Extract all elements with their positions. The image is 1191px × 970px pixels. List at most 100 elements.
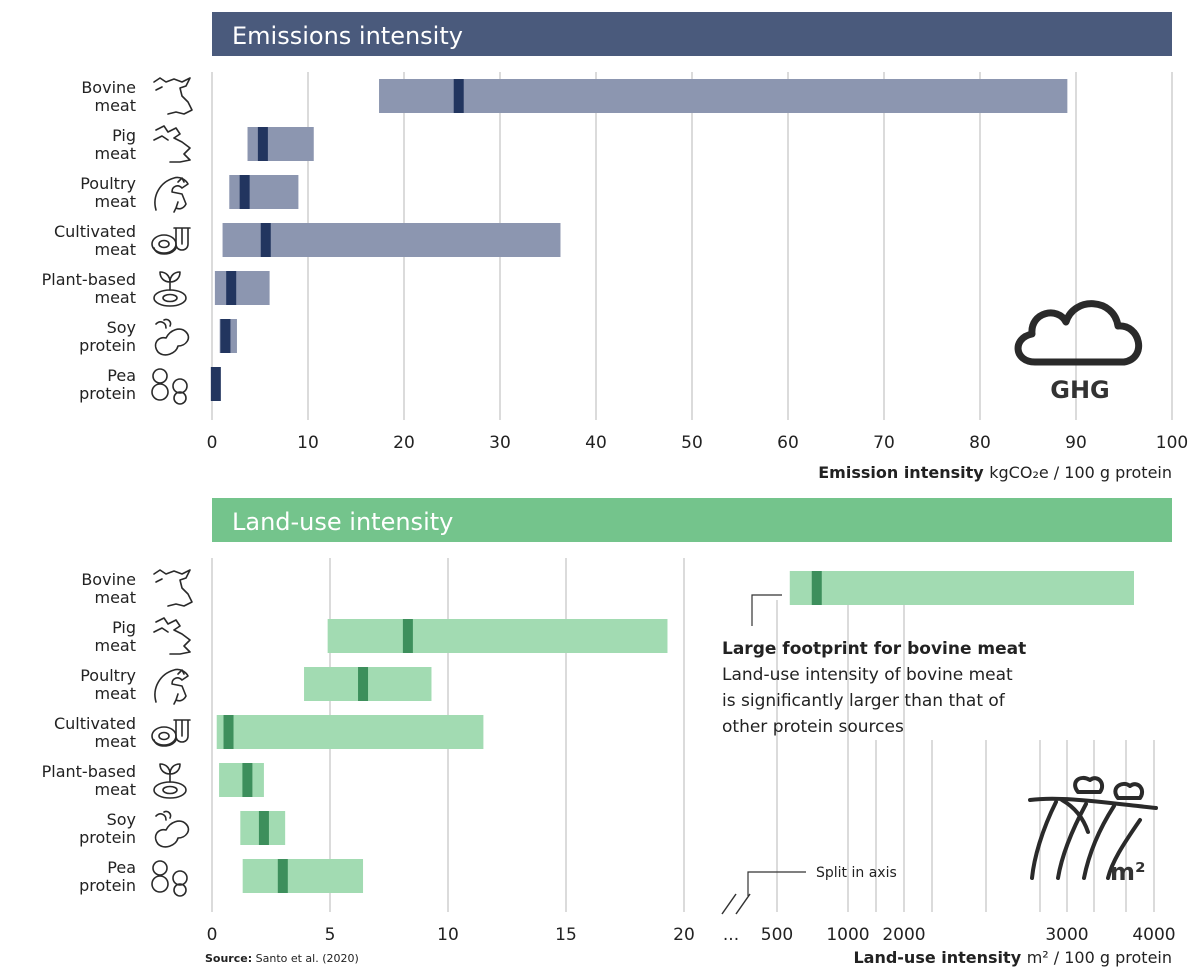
landuse-median-mark <box>402 619 413 653</box>
landuse-row-label-6-line2: protein <box>79 828 136 847</box>
landuse-row-label-3-line2: meat <box>94 684 136 703</box>
ghg-badge-text: GHG <box>1050 376 1109 404</box>
field-icon-stroke <box>1056 802 1088 880</box>
plant-based-meat-icon-stroke <box>162 293 178 303</box>
emissions-row-label-3-line1: Poultry <box>80 174 136 193</box>
landuse-median-mark <box>242 763 253 797</box>
landuse-row-label-2-line2: meat <box>94 636 136 655</box>
emissions-range-bar <box>379 79 1068 113</box>
cultivated-meat-icon-stroke <box>173 719 191 743</box>
field-icon-stroke <box>1082 804 1116 880</box>
landuse-median-mark <box>358 667 369 701</box>
emissions-row-label-7-line2: protein <box>79 384 136 403</box>
emissions-title: Emissions intensity <box>232 22 463 50</box>
landuse-row-label-4-line2: meat <box>94 732 136 751</box>
landuse-x-axis-label-unit: m² / 100 g protein <box>1027 948 1172 967</box>
cow-icon-stroke <box>153 77 193 115</box>
landuse-range-bar <box>327 619 668 653</box>
landuse-range-bar <box>216 715 484 749</box>
emissions-row-label-2-line1: Pig <box>112 126 136 145</box>
plant-based-meat-icon <box>153 763 187 799</box>
pea-icon <box>151 368 188 405</box>
landuse-row-label-2-line1: Pig <box>112 618 136 637</box>
cow-icon <box>153 77 193 115</box>
m2-badge-text: m² <box>1110 858 1146 886</box>
emissions-median-mark <box>257 127 268 161</box>
field-icon-stroke <box>1113 781 1145 800</box>
axis-split-ellipsis: ... <box>723 925 739 945</box>
annotation-line-2: is significantly larger than that of <box>722 691 1006 711</box>
emissions-tick-label: 0 <box>207 433 218 453</box>
landuse-row-label-7-line1: Pea <box>107 858 136 877</box>
landuse-tick-label: 4000 <box>1132 925 1175 945</box>
cultivated-meat-icon-stroke <box>153 247 177 255</box>
soy-icon <box>154 810 190 848</box>
pea-icon <box>151 860 188 897</box>
pig-icon <box>153 617 191 655</box>
annotation-line-1: Land-use intensity of bovine meat <box>722 665 1013 685</box>
plant-based-meat-icon-stroke <box>153 289 187 307</box>
emissions-median-mark <box>239 175 250 209</box>
emissions-tick-label: 30 <box>489 433 511 453</box>
axis-split-mark <box>721 893 737 915</box>
pea-icon-stroke <box>152 860 168 876</box>
emissions-row-label-6-line2: protein <box>79 336 136 355</box>
emissions-row-label-4-line1: Cultivated <box>54 222 136 241</box>
soy-icon-stroke <box>155 810 172 821</box>
emissions-tick-label: 60 <box>777 433 799 453</box>
cultivated-meat-icon <box>151 227 191 255</box>
plant-based-meat-icon-stroke <box>159 271 181 291</box>
field-icon-stroke <box>1030 800 1058 880</box>
field-icon <box>1028 775 1158 880</box>
cloud-icon <box>1014 300 1143 366</box>
axis-split-mark <box>735 893 751 915</box>
annotation-line-3: other protein sources <box>722 717 904 737</box>
emissions-row-label-1-line2: meat <box>94 96 136 115</box>
plant-based-meat-icon <box>153 271 187 307</box>
pig-icon-stroke <box>153 617 191 655</box>
annotation-callout-line <box>751 594 782 626</box>
landuse-row-label-1-line1: Bovine <box>81 570 136 589</box>
split-in-axis-label: Split in axis <box>816 865 897 881</box>
emissions-row-label-2-line2: meat <box>94 144 136 163</box>
landuse-row-label-6-line1: Soy <box>107 810 136 829</box>
source-label: Source: <box>205 952 253 965</box>
cultivated-meat-icon <box>151 719 191 747</box>
landuse-tick-label: 3000 <box>1045 925 1088 945</box>
cultivated-meat-icon-stroke <box>173 227 191 251</box>
emissions-range-bar <box>222 223 561 257</box>
pea-icon-stroke <box>152 368 168 384</box>
source-text: Santo et al. (2020) <box>255 952 359 965</box>
emissions-median-mark <box>210 367 221 401</box>
plant-based-meat-icon-stroke <box>159 763 181 783</box>
split-callout-line <box>747 871 806 896</box>
landuse-tick-label: 5 <box>325 925 336 945</box>
emissions-row-label-6-line1: Soy <box>107 318 136 337</box>
emissions-tick-label: 40 <box>585 433 607 453</box>
emissions-x-axis-label-unit: kgCO₂e / 100 g protein <box>989 463 1172 482</box>
landuse-x-axis-label-bold: Land-use intensity <box>853 948 1026 967</box>
emissions-median-mark <box>260 223 271 257</box>
emissions-median-mark <box>226 271 237 305</box>
landuse-row-label-5-line2: meat <box>94 780 136 799</box>
landuse-row-label-1-line2: meat <box>94 588 136 607</box>
pea-icon-stroke <box>173 391 187 405</box>
emissions-x-axis-label: Emission intensity kgCO₂e / 100 g protei… <box>818 463 1172 482</box>
landuse-range-bar <box>219 763 264 797</box>
emissions-tick-label: 50 <box>681 433 703 453</box>
soy-icon-stroke <box>155 318 172 329</box>
field-icon-stroke <box>1028 796 1158 810</box>
emissions-x-axis-label-bold: Emission intensity <box>818 463 989 482</box>
emissions-row-label-4-line2: meat <box>94 240 136 259</box>
cultivated-meat-icon-stroke <box>158 239 170 249</box>
pig-icon <box>153 125 191 163</box>
chicken-icon <box>154 668 189 705</box>
landuse-median-mark <box>811 571 822 605</box>
pea-icon-stroke <box>172 870 188 886</box>
emissions-range-bar <box>247 127 314 161</box>
emissions-median-mark <box>453 79 464 113</box>
soy-icon <box>154 318 190 356</box>
emissions-tick-label: 70 <box>873 433 895 453</box>
chicken-icon-stroke <box>177 669 185 675</box>
soy-icon-stroke <box>154 820 190 848</box>
